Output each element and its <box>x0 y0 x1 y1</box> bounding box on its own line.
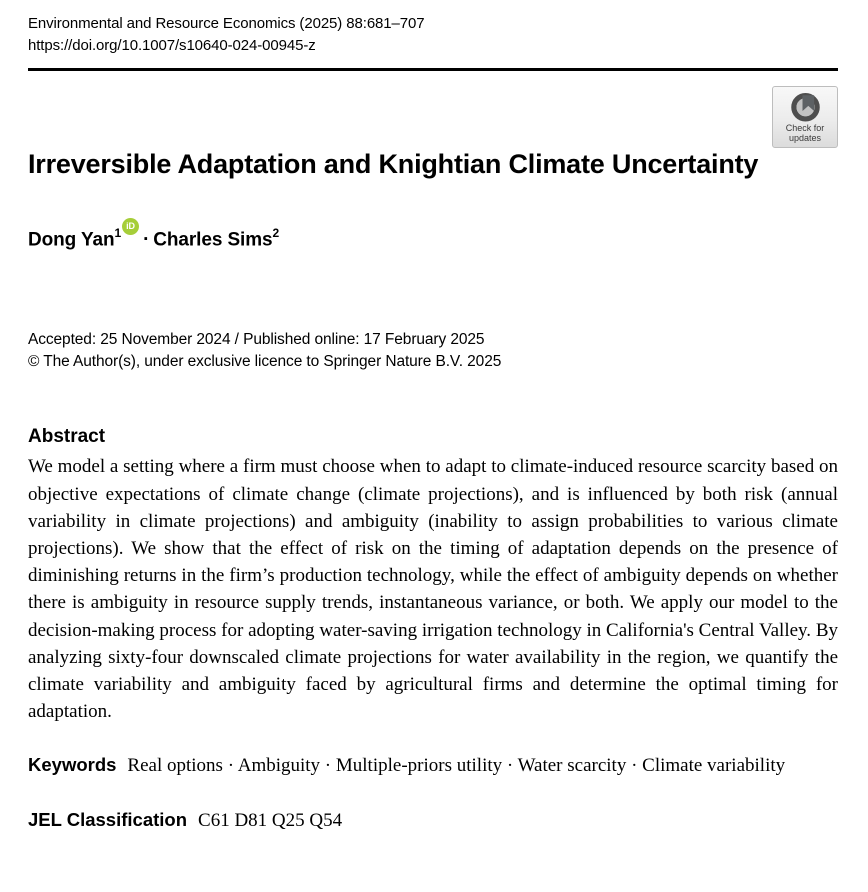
author-affiliation-sup-2: 2 <box>272 226 280 240</box>
header-rule <box>28 68 838 71</box>
crossmark-icon <box>789 90 822 123</box>
jel-label: JEL Classification <box>28 809 188 831</box>
publication-dates: Accepted: 25 November 2024 / Published o… <box>28 329 838 373</box>
author-name-2[interactable]: Charles Sims <box>153 229 273 251</box>
doi-link[interactable]: https://doi.org/10.1007/s10640-024-00945… <box>28 36 316 54</box>
abstract-text: We model a setting where a firm must cho… <box>28 456 838 723</box>
crossmark-label-line2: updates <box>788 132 821 143</box>
crossmark-label-line1: Check for <box>785 123 825 133</box>
copyright-line: © The Author(s), under exclusive licence… <box>28 353 502 371</box>
jel-codes: C61 D81 Q25 Q54 <box>198 810 343 832</box>
crossmark-label: Check for updates <box>785 123 825 143</box>
orcid-icon[interactable]: iD <box>122 218 140 235</box>
accepted-published-line: Accepted: 25 November 2024 / Published o… <box>28 331 485 349</box>
keywords-line: Keywords Real options · Ambiguity · Multi… <box>28 751 838 779</box>
author-name-1[interactable]: Dong Yan <box>28 229 115 251</box>
author-separator: · <box>143 229 150 251</box>
journal-reference: Environmental and Resource Economics (20… <box>28 15 425 32</box>
abstract-heading: Abstract <box>28 426 106 448</box>
keywords-list: Real options · Ambiguity · Multiple-prio… <box>127 755 786 777</box>
author-line: Dong Yan1 iD· Charles Sims2 <box>28 218 838 253</box>
journal-header: Environmental and Resource Economics (20… <box>28 13 838 56</box>
keywords-label: Keywords <box>28 754 117 776</box>
check-for-updates-badge[interactable]: Check for updates <box>772 86 838 148</box>
jel-line: JEL Classification C61 D81 Q25 Q54 <box>28 806 838 834</box>
article-title: Irreversible Adaptation and Knightian Cl… <box>28 149 759 179</box>
author-affiliation-sup-1: 1 <box>114 226 122 240</box>
